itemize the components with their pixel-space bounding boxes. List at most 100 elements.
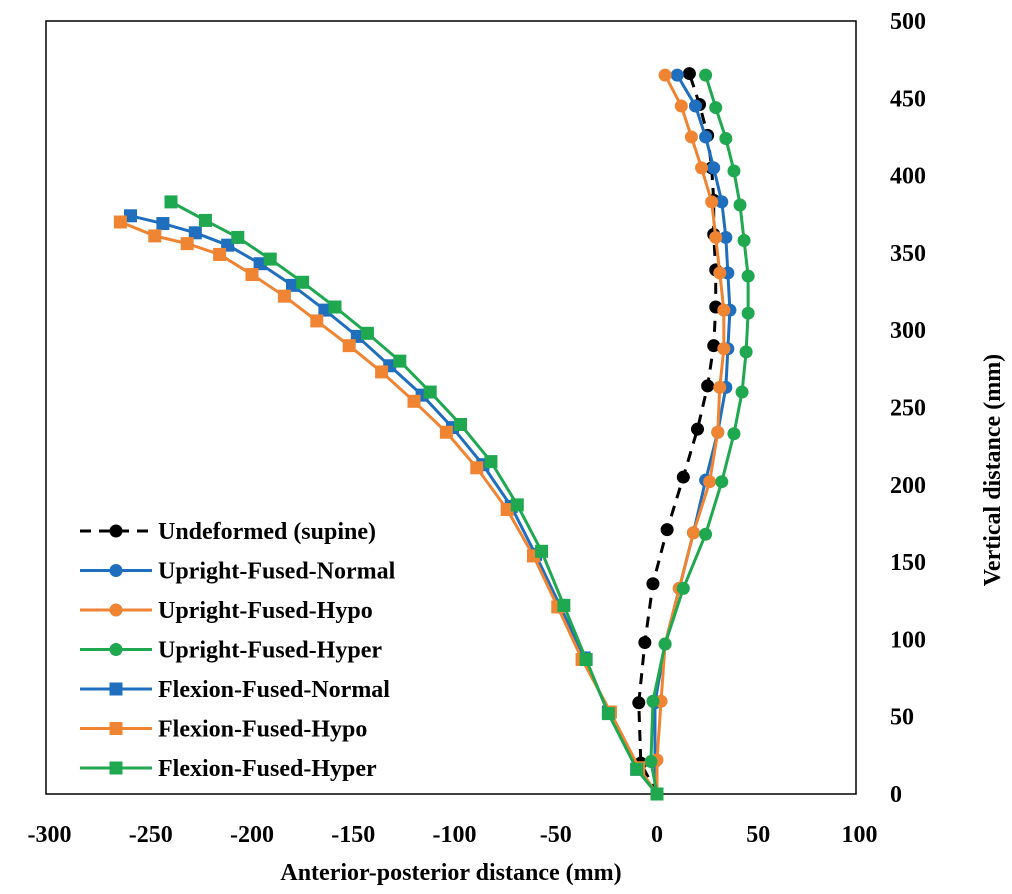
data-point [535, 544, 549, 558]
data-point [342, 339, 356, 353]
data-point [717, 303, 731, 317]
data-point [646, 577, 660, 591]
legend-marker [109, 761, 123, 775]
x-tick-label: -50 [540, 822, 572, 848]
data-point [646, 694, 660, 708]
data-point [286, 278, 299, 292]
data-point [670, 68, 684, 82]
data-point [707, 161, 721, 175]
y-axis-label: Vertical distance (mm) [980, 354, 1006, 586]
data-point [741, 306, 755, 320]
data-point [719, 230, 733, 244]
legend-item: Upright-Fused-Hyper [80, 638, 382, 664]
legend-marker [109, 524, 123, 538]
legend-label: Flexion-Fused-Hyper [158, 756, 377, 782]
data-point [156, 217, 170, 231]
data-point [699, 130, 713, 144]
data-point [705, 195, 719, 209]
x-tick-label: 100 [842, 822, 878, 848]
series-group [644, 68, 755, 801]
data-point [727, 427, 741, 441]
data-point [328, 300, 342, 314]
legend: Undeformed (supine) Upright-Fused-Normal U… [80, 519, 396, 782]
y-tick-label: 300 [890, 318, 926, 344]
legend-label: Undeformed (supine) [158, 519, 376, 545]
data-point [296, 275, 310, 289]
y-tick-label: 250 [890, 396, 926, 422]
data-point [658, 637, 672, 651]
data-point [703, 475, 717, 489]
data-point [484, 455, 498, 469]
data-point [253, 257, 267, 271]
legend-label: Upright-Fused-Hyper [158, 638, 382, 664]
data-point [180, 237, 194, 251]
data-point [711, 425, 725, 439]
legend-marker [109, 564, 123, 577]
x-tick-label: 50 [746, 822, 770, 848]
data-point [601, 707, 615, 721]
legend-marker [109, 603, 123, 617]
data-point [454, 418, 468, 432]
y-tick-label: 500 [890, 9, 926, 35]
data-point [500, 503, 514, 517]
data-point [709, 230, 723, 244]
data-point [644, 755, 658, 769]
data-point [198, 213, 212, 227]
series-group [164, 195, 664, 801]
data-point [719, 131, 733, 145]
data-point [735, 385, 749, 399]
data-point [739, 345, 753, 359]
data-point [660, 523, 674, 537]
data-point [632, 696, 646, 710]
data-point [318, 303, 332, 317]
data-point [638, 635, 652, 649]
legend-marker [109, 643, 123, 656]
data-point [213, 247, 227, 261]
data-point [245, 268, 259, 282]
x-tick-labels: -300 -250 -200 -150 -100 -50 0 50 100 [28, 822, 878, 848]
data-point [310, 314, 324, 328]
data-point [699, 68, 713, 82]
y-tick-label: 350 [890, 241, 926, 267]
data-point [737, 234, 751, 248]
data-point [717, 342, 731, 356]
data-point [707, 339, 721, 353]
data-point [715, 475, 729, 489]
data-point [557, 598, 571, 612]
y-tick-label: 200 [890, 473, 926, 499]
data-point [686, 526, 700, 540]
data-point [470, 461, 484, 475]
data-point [715, 195, 729, 209]
legend-label: Upright-Fused-Normal [158, 559, 396, 585]
y-tick-label: 150 [890, 550, 926, 576]
y-tick-label: 450 [890, 86, 926, 112]
data-point [658, 68, 672, 82]
series-group [650, 68, 731, 801]
data-point [701, 379, 715, 393]
data-point [676, 470, 690, 484]
data-point [407, 394, 421, 408]
legend-item: Upright-Fused-Normal [80, 559, 396, 585]
data-point [510, 498, 524, 512]
data-point [695, 161, 709, 175]
x-tick-label: 0 [651, 822, 663, 848]
data-point [741, 269, 755, 283]
y-tick-label: 400 [890, 164, 926, 190]
data-point [423, 385, 437, 399]
data-point [709, 101, 723, 115]
legend-marker [109, 682, 123, 696]
x-axis-label: Anterior-posterior distance (mm) [280, 860, 621, 886]
data-point [630, 762, 644, 776]
legend-label: Upright-Fused-Hypo [158, 598, 373, 624]
data-point [375, 365, 389, 379]
legend-label: Flexion-Fused-Normal [158, 677, 390, 703]
x-tick-label: -200 [230, 822, 274, 848]
data-point [277, 289, 291, 303]
legend-label: Flexion-Fused-Hypo [158, 717, 367, 743]
data-point [231, 230, 245, 244]
data-point [713, 266, 727, 280]
data-point [164, 195, 178, 209]
legend-item: Upright-Fused-Hypo [80, 598, 373, 624]
legend-marker [109, 722, 123, 735]
